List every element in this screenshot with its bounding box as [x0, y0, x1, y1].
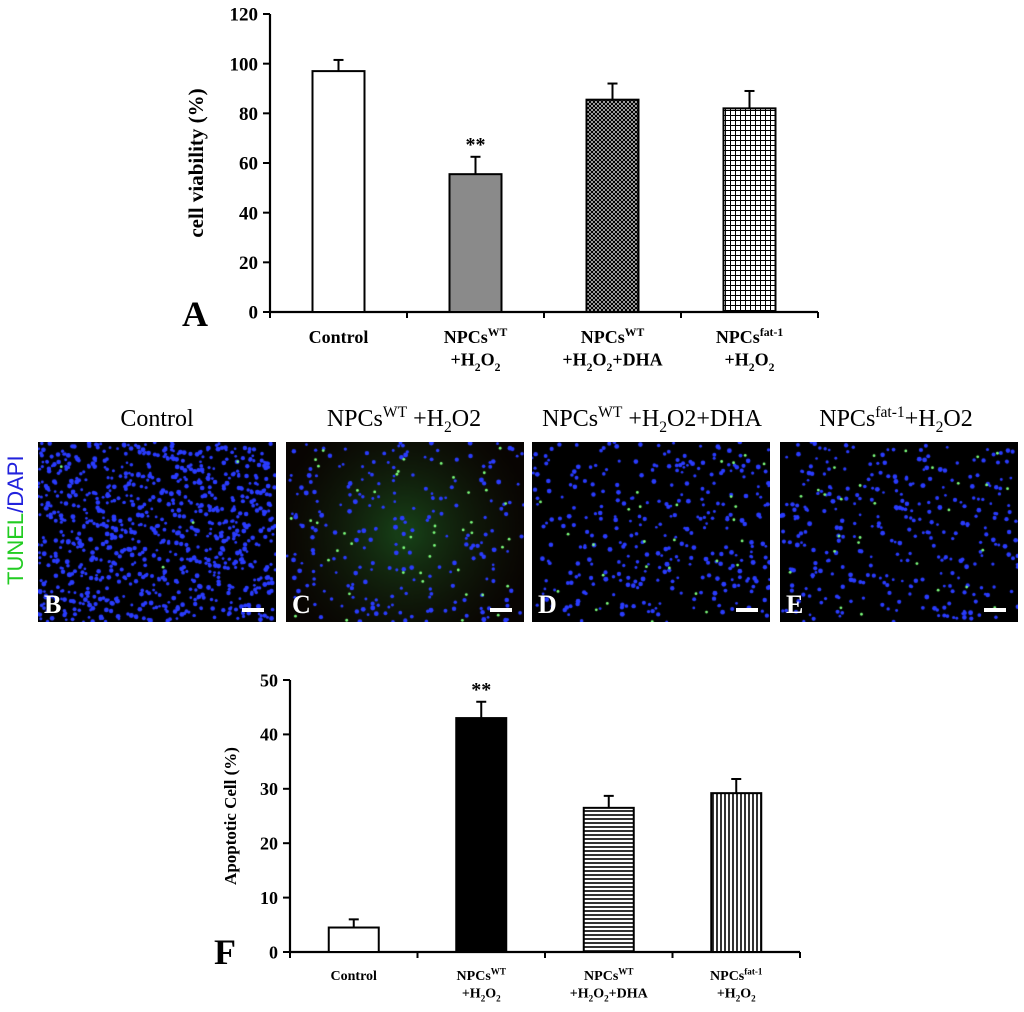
- title-part: 2: [659, 418, 668, 436]
- category-label-line1: NPCsfat-1: [716, 326, 784, 347]
- title-part: +H: [904, 406, 936, 432]
- y-tick-label: 80: [239, 104, 258, 125]
- apoptosis-chart: 0 10 20 30 40 50 Apoptotic Cell (%) F Control ** N…: [214, 670, 801, 1004]
- micrograph-title: NPCsfat-1+H2O2: [766, 404, 1024, 437]
- y-axis-label: Apoptotic Cell (%): [221, 747, 240, 885]
- title-part: O2: [943, 406, 973, 432]
- micrograph-ylabel: TUNEL/DAPI: [3, 455, 29, 585]
- micrograph-letter: C: [292, 590, 311, 619]
- y-tick-label: 40: [239, 203, 258, 224]
- panel-letter: F: [214, 932, 236, 972]
- title-part: WT: [382, 404, 408, 421]
- micrograph-title: NPCsWT +H2O2+DHA: [522, 404, 782, 437]
- category-label-line1: Control: [309, 327, 369, 347]
- bar: [455, 717, 508, 953]
- title-part: +H: [407, 406, 444, 432]
- scale-bar: [490, 608, 512, 612]
- category-label-line1: NPCsWT: [581, 326, 645, 347]
- significance-mark: **: [466, 134, 486, 156]
- y-tick-label: 100: [230, 54, 259, 75]
- scale-bar: [736, 608, 758, 612]
- category-label-line1: NPCsWT: [457, 966, 506, 984]
- bar: [585, 98, 640, 313]
- title-part: NPCs: [326, 406, 383, 432]
- micrograph-letter: E: [786, 590, 804, 619]
- category-label-line2: +H2O2: [462, 987, 501, 1004]
- scale-bar: [984, 608, 1006, 612]
- y-tick-label: 120: [230, 5, 259, 26]
- y-axis-label: cell viability (%): [184, 88, 208, 237]
- bar: [327, 926, 380, 953]
- micrograph-canvas: [780, 442, 1018, 622]
- viability-chart: 0 20 40 60 80 100 120 cell viability (%) A Contro…: [182, 5, 819, 374]
- bar: [722, 107, 777, 313]
- micrograph-letter: B: [44, 590, 62, 619]
- micrograph-canvas: [532, 442, 770, 622]
- y-tick-label: 20: [260, 834, 278, 854]
- title-part: 2: [444, 418, 452, 436]
- title-part: WT: [598, 404, 623, 421]
- y-tick-label: 50: [260, 670, 278, 690]
- title-part: NPCs: [542, 406, 599, 432]
- micrograph-title: NPCsWT +H2O2: [274, 404, 534, 437]
- title-part: fat-1: [875, 404, 905, 421]
- category-label-line1: Control: [331, 969, 378, 984]
- y-tick-label: 20: [239, 253, 258, 274]
- category-label-line1: NPCsWT: [584, 966, 633, 984]
- micrograph-image: B: [38, 442, 276, 622]
- micrograph-title: Control: [27, 404, 287, 437]
- title-part: 2: [935, 418, 944, 436]
- category-label-line2: +H2O2+DHA: [562, 350, 662, 374]
- micrograph-image: C: [286, 442, 524, 622]
- category-label-line2: +H2O2: [717, 987, 756, 1004]
- scale-bar: [242, 608, 264, 612]
- title-part: Control: [120, 406, 194, 432]
- y-tick-label: 40: [260, 725, 278, 745]
- category-label-line2: +H2O2: [451, 350, 501, 374]
- title-part: O2+DHA: [667, 406, 762, 432]
- y-tick-label: 10: [260, 888, 278, 908]
- y-tick-label: 60: [239, 154, 258, 175]
- title-part: +H: [622, 406, 660, 432]
- category-label-line2: +H2O2: [725, 350, 775, 374]
- y-tick-label: 0: [249, 303, 259, 324]
- category-label-line2: +H2O2+DHA: [570, 987, 649, 1004]
- bar: [311, 70, 366, 313]
- bar: [448, 173, 503, 313]
- y-tick-label: 0: [269, 942, 278, 962]
- category-label-line1: NPCsfat-1: [710, 966, 763, 984]
- micrograph-image: D: [532, 442, 770, 622]
- panel-letter: A: [182, 294, 208, 334]
- title-part: O2: [451, 406, 482, 432]
- title-part: NPCs: [819, 406, 876, 432]
- y-tick-label: 30: [260, 779, 278, 799]
- category-label-line1: NPCsWT: [444, 326, 508, 347]
- micrograph-image: E: [780, 442, 1018, 622]
- micrograph-canvas: [38, 442, 276, 622]
- bar: [710, 792, 763, 953]
- dapi-label: DAPI: [3, 455, 28, 507]
- micrograph-letter: D: [538, 590, 557, 619]
- tunel-label: TUNEL: [3, 512, 28, 585]
- ylabel-separator: /: [3, 506, 28, 513]
- significance-mark: **: [471, 679, 491, 701]
- bar: [582, 806, 635, 953]
- micrograph-canvas: [286, 442, 524, 622]
